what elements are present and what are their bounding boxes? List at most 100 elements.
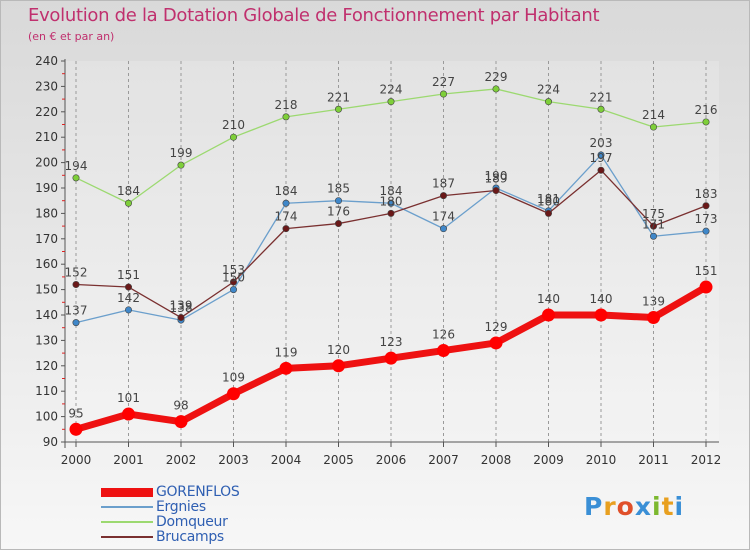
data-label-ergnies: 184 xyxy=(275,184,298,198)
data-point-domqueur xyxy=(177,161,185,169)
data-label-domqueur: 184 xyxy=(117,184,140,198)
data-label-gorenflos: 123 xyxy=(380,335,403,349)
data-point-domqueur xyxy=(439,90,447,98)
x-tick-label: 2009 xyxy=(533,453,564,467)
data-point-brucamps xyxy=(544,209,552,217)
data-label-domqueur: 227 xyxy=(432,75,455,89)
data-point-domqueur xyxy=(544,98,552,106)
data-point-brucamps xyxy=(334,220,342,228)
data-label-gorenflos: 126 xyxy=(432,328,455,342)
x-tick-label: 2006 xyxy=(376,453,407,467)
data-point-brucamps xyxy=(177,314,185,322)
x-tick-label: 2002 xyxy=(166,453,197,467)
y-tick-label: 140 xyxy=(35,308,58,322)
data-label-gorenflos: 109 xyxy=(222,371,245,385)
logo-letter: o xyxy=(616,492,635,521)
data-label-brucamps: 187 xyxy=(432,177,455,191)
logo-letter: x xyxy=(634,492,652,521)
data-point-domqueur xyxy=(230,133,238,141)
data-label-ergnies: 181 xyxy=(537,192,560,206)
y-tick-label: 180 xyxy=(35,206,58,220)
data-point-domqueur xyxy=(597,105,605,113)
data-label-domqueur: 224 xyxy=(380,83,403,97)
data-point-brucamps xyxy=(230,278,238,286)
y-tick-label: 110 xyxy=(35,384,58,398)
legend-swatch xyxy=(101,506,153,508)
data-label-domqueur: 218 xyxy=(275,98,298,112)
data-point-ergnies xyxy=(649,232,657,240)
data-point-gorenflos xyxy=(699,280,713,294)
data-label-gorenflos: 139 xyxy=(642,295,665,309)
data-label-gorenflos: 140 xyxy=(537,292,560,306)
data-point-gorenflos xyxy=(174,415,188,429)
data-point-brucamps xyxy=(439,192,447,200)
data-label-domqueur: 221 xyxy=(590,90,613,104)
data-point-gorenflos xyxy=(279,361,293,375)
y-tick-label: 120 xyxy=(35,359,58,373)
data-label-domqueur: 221 xyxy=(327,90,350,104)
y-tick-label: 200 xyxy=(35,156,58,170)
data-point-brucamps xyxy=(649,222,657,230)
data-point-gorenflos xyxy=(122,407,135,421)
data-label-ergnies: 137 xyxy=(65,304,88,318)
data-label-domqueur: 224 xyxy=(537,83,560,97)
data-point-gorenflos xyxy=(489,336,503,350)
legend-label: Domqueur xyxy=(156,514,228,530)
data-point-domqueur xyxy=(649,123,657,131)
data-label-domqueur: 199 xyxy=(170,146,193,160)
y-tick-label: 160 xyxy=(35,257,58,271)
data-label-ergnies: 184 xyxy=(380,184,403,198)
logo-letter: P xyxy=(584,492,604,521)
data-point-ergnies xyxy=(702,227,710,235)
data-label-brucamps: 153 xyxy=(222,263,245,277)
data-point-brucamps xyxy=(72,281,80,289)
y-tick-label: 210 xyxy=(35,130,58,144)
data-label-gorenflos: 95 xyxy=(68,406,83,420)
data-point-domqueur xyxy=(125,199,133,207)
data-label-domqueur: 216 xyxy=(695,103,718,117)
data-point-domqueur xyxy=(387,98,395,106)
data-label-brucamps: 197 xyxy=(590,151,613,165)
logo-letter: r xyxy=(603,492,617,521)
data-point-ergnies xyxy=(125,306,133,314)
data-point-ergnies xyxy=(72,319,80,327)
y-tick-label: 240 xyxy=(35,54,58,68)
x-tick-label: 2004 xyxy=(271,453,302,467)
data-point-gorenflos xyxy=(647,311,660,325)
data-point-brucamps xyxy=(387,209,395,217)
data-point-domqueur xyxy=(282,113,290,121)
x-tick-label: 2000 xyxy=(61,453,92,467)
logo-letter: i xyxy=(674,492,685,521)
x-tick-label: 2012 xyxy=(691,453,722,467)
data-label-gorenflos: 129 xyxy=(485,320,508,334)
data-label-domqueur: 214 xyxy=(642,108,665,122)
data-label-brucamps: 175 xyxy=(642,207,665,221)
data-label-brucamps: 152 xyxy=(65,266,88,280)
legend-swatch xyxy=(101,521,153,523)
data-point-brucamps xyxy=(597,166,605,174)
data-label-brucamps: 189 xyxy=(485,172,508,186)
data-point-gorenflos xyxy=(384,351,398,365)
data-point-ergnies xyxy=(282,199,290,207)
y-tick-label: 100 xyxy=(35,410,58,424)
data-point-ergnies xyxy=(230,286,238,294)
data-label-ergnies: 142 xyxy=(117,291,140,305)
data-point-domqueur xyxy=(492,85,500,93)
data-label-ergnies: 190 xyxy=(485,169,508,183)
data-point-ergnies xyxy=(597,151,605,159)
data-label-gorenflos: 119 xyxy=(275,345,298,359)
data-point-gorenflos xyxy=(332,359,345,373)
logo-letter: i xyxy=(652,492,662,521)
legend-label: Ergnies xyxy=(156,499,206,515)
data-point-gorenflos xyxy=(227,387,240,401)
data-label-ergnies: 185 xyxy=(327,182,350,196)
data-label-ergnies: 174 xyxy=(432,210,455,224)
y-tick-label: 230 xyxy=(35,79,58,93)
data-point-gorenflos xyxy=(437,344,450,358)
data-label-brucamps: 180 xyxy=(537,194,560,208)
x-tick-label: 2005 xyxy=(323,453,354,467)
data-label-gorenflos: 120 xyxy=(327,343,350,357)
x-tick-label: 2011 xyxy=(638,453,669,467)
data-point-brucamps xyxy=(282,225,290,233)
x-tick-label: 2001 xyxy=(113,453,144,467)
